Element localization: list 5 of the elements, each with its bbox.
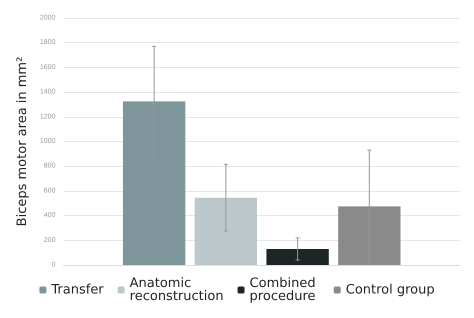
legend-label: Anatomic reconstruction <box>130 276 224 304</box>
legend-label: Combined procedure <box>250 276 320 304</box>
legend-label: Control group <box>346 282 435 298</box>
y-axis-title: Biceps motor area in mm² <box>15 56 30 226</box>
legend-label: Transfer <box>50 282 104 298</box>
